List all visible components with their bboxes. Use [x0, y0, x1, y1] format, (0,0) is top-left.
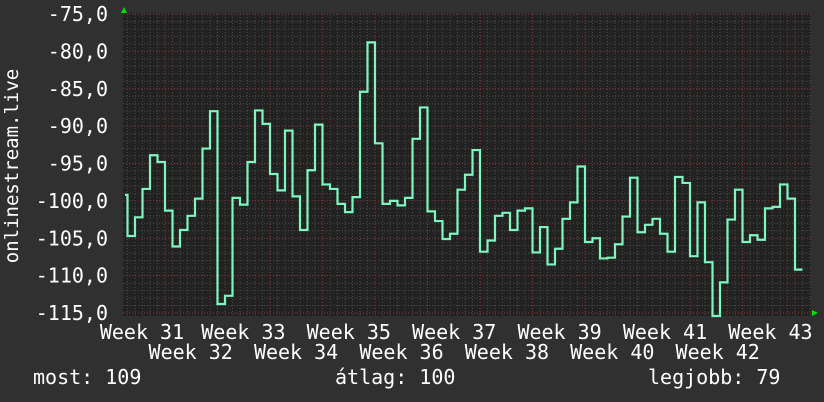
- legend-best: legjobb: 79: [648, 365, 781, 389]
- x-tick-label: Week 40: [570, 340, 654, 364]
- x-tick-label: Week 32: [149, 340, 233, 364]
- y-tick-label: -110,0: [36, 264, 108, 288]
- y-axis-arrow-icon: [121, 7, 127, 13]
- x-tick-label: Week 36: [359, 340, 443, 364]
- legend-average: átlag: 100: [335, 365, 456, 389]
- y-tick-label: -80,0: [48, 39, 108, 63]
- x-tick-label: Week 42: [676, 340, 760, 364]
- x-tick-label: Week 37: [412, 320, 496, 344]
- x-tick-label: Week 38: [465, 340, 549, 364]
- y-tick-label: -95,0: [48, 152, 108, 176]
- plot-area: [123, 13, 811, 316]
- y-tick-label: -100,0: [36, 189, 108, 213]
- x-tick-label: Week 41: [623, 320, 707, 344]
- y-tick-label: -75,0: [48, 2, 108, 26]
- y-tick-label: -105,0: [36, 226, 108, 250]
- x-tick-label: Week 33: [201, 320, 285, 344]
- x-tick-label: Week 34: [254, 340, 338, 364]
- y-axis-label: onlinestream.live: [1, 69, 23, 263]
- x-tick-label: Week 43: [728, 320, 812, 344]
- y-tick-label: -85,0: [48, 77, 108, 101]
- legend-current: most: 109: [33, 365, 142, 389]
- x-tick-label: Week 35: [307, 320, 391, 344]
- x-tick-label: Week 31: [100, 320, 184, 344]
- series-line: [125, 41, 803, 318]
- x-axis-arrow-icon: [812, 310, 818, 316]
- y-tick-label: -115,0: [36, 301, 108, 325]
- y-tick-label: -90,0: [48, 114, 108, 138]
- x-tick-label: Week 39: [517, 320, 601, 344]
